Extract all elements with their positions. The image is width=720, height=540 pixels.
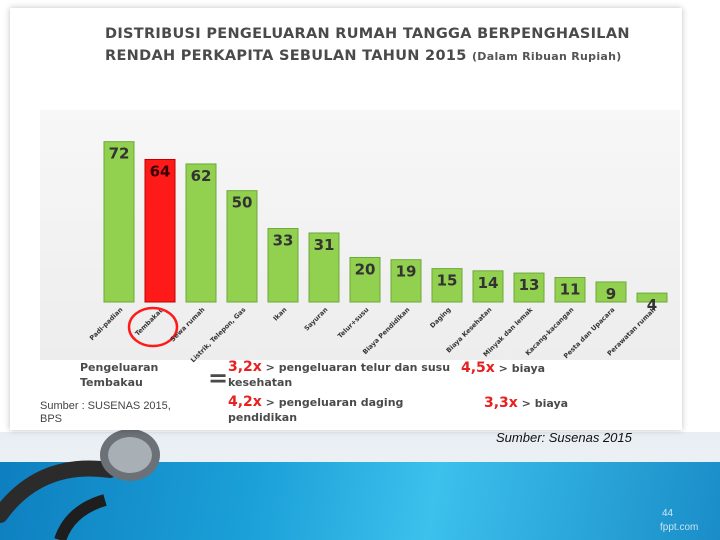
data-label-tembakau: 64 xyxy=(150,162,171,180)
bar-biaya-kesehatan xyxy=(472,270,504,303)
bar-sewa-rumah xyxy=(185,163,217,303)
factor-eggs-milk: 3,2x xyxy=(228,359,262,375)
page-number: 44 xyxy=(662,508,674,519)
watermark: fppt.com xyxy=(660,522,699,533)
data-label-sewa-rumah: 62 xyxy=(191,167,212,185)
comparison-education-cost-text: > biaya xyxy=(517,397,569,410)
note-label-line-2: Tembakau xyxy=(80,376,143,389)
bar-daging xyxy=(431,268,463,303)
data-label-biaya-pendidikan: 19 xyxy=(396,263,417,281)
bar-listrik-telepon-gas xyxy=(226,190,258,303)
data-label-perawatan-rumah: 4 xyxy=(647,296,657,314)
bar-telur-susu xyxy=(349,256,381,303)
tick-label-sayuran: Sayuran xyxy=(303,305,330,332)
tick-label-telur-susu: Telur+susu xyxy=(336,305,371,340)
bar-tembakau xyxy=(144,158,176,303)
data-label-biaya-kesehatan: 14 xyxy=(478,274,499,292)
data-label-sayuran: 31 xyxy=(314,236,335,254)
data-label-kacang-kacangan: 11 xyxy=(560,281,581,299)
tick-label-daging: Daging xyxy=(428,306,452,330)
equals-sign: = xyxy=(208,364,229,392)
chart-title-text: RENDAH PERKAPITA SEBULAN TAHUN 2015 xyxy=(105,48,467,64)
comparison-health: 4,5x > biaya xyxy=(461,360,545,376)
chart-title-line-2: RENDAH PERKAPITA SEBULAN TAHUN 2015 (Dal… xyxy=(105,48,685,64)
tick-label-sewa-rumah: Sewa rumah xyxy=(169,306,207,344)
source-caption: Sumber: Susenas 2015 xyxy=(496,430,632,445)
comparison-education: 3,3x > biaya xyxy=(484,395,568,411)
chart-source-line-2: BPS xyxy=(40,413,63,425)
comparison-eggs-milk: 3,2x > pengeluaran telur dan susu keseha… xyxy=(228,360,450,390)
tick-label-tembakau: Tembakau xyxy=(133,306,165,338)
bar-sayuran xyxy=(308,232,340,303)
tick-label-ikan: Ikan xyxy=(272,306,289,323)
stethoscope-image xyxy=(0,429,160,540)
bar-biaya-pendidikan xyxy=(390,259,422,303)
comparison-eggs-milk-text: > pengeluaran telur dan susu xyxy=(261,361,451,374)
tick-label-padi-padian: Padi-padian xyxy=(88,306,125,343)
bar-minyak-dan-lemak xyxy=(513,272,545,303)
data-label-telur-susu: 20 xyxy=(355,260,376,278)
data-label-padi-padian: 72 xyxy=(109,145,130,163)
chart-unit: (Dalam Ribuan Rupiah) xyxy=(471,50,622,63)
data-label-ikan: 33 xyxy=(273,232,294,250)
chart-source-line-1: Sumber : SUSENAS 2015, xyxy=(40,400,171,412)
comparison-meat: 4,2x > pengeluaran daging pendidikan xyxy=(228,395,403,425)
comparison-health-text: kesehatan xyxy=(228,376,293,389)
comparison-health-cost-text: > biaya xyxy=(494,362,546,375)
bar-kacang-kacangan xyxy=(554,277,586,303)
data-label-listrik-telepon-gas: 50 xyxy=(232,194,253,212)
comparison-meat-text: > pengeluaran daging xyxy=(261,396,404,409)
bar-pesta-dan-upacara xyxy=(595,281,627,303)
data-label-daging: 15 xyxy=(437,272,458,290)
chart-source: Sumber : SUSENAS 2015, BPS xyxy=(40,400,171,426)
data-label-pesta-dan-upacara: 9 xyxy=(606,285,616,303)
factor-meat: 4,2x xyxy=(228,394,262,410)
chart-title-line-1: DISTRIBUSI PENGELUARAN RUMAH TANGGA BERP… xyxy=(105,26,630,42)
note-label: Pengeluaran Tembakau xyxy=(80,360,158,390)
bar-padi-padian xyxy=(103,141,135,303)
data-label-minyak-dan-lemak: 13 xyxy=(519,276,540,294)
comparison-education-text: pendidikan xyxy=(228,411,298,424)
note-label-line-1: Pengeluaran xyxy=(80,361,159,374)
bar-ikan xyxy=(267,228,299,303)
factor-education: 3,3x xyxy=(484,395,518,411)
highlight-circle xyxy=(127,306,179,348)
bar-perawatan-rumah xyxy=(636,292,668,303)
factor-health: 4,5x xyxy=(461,360,495,376)
